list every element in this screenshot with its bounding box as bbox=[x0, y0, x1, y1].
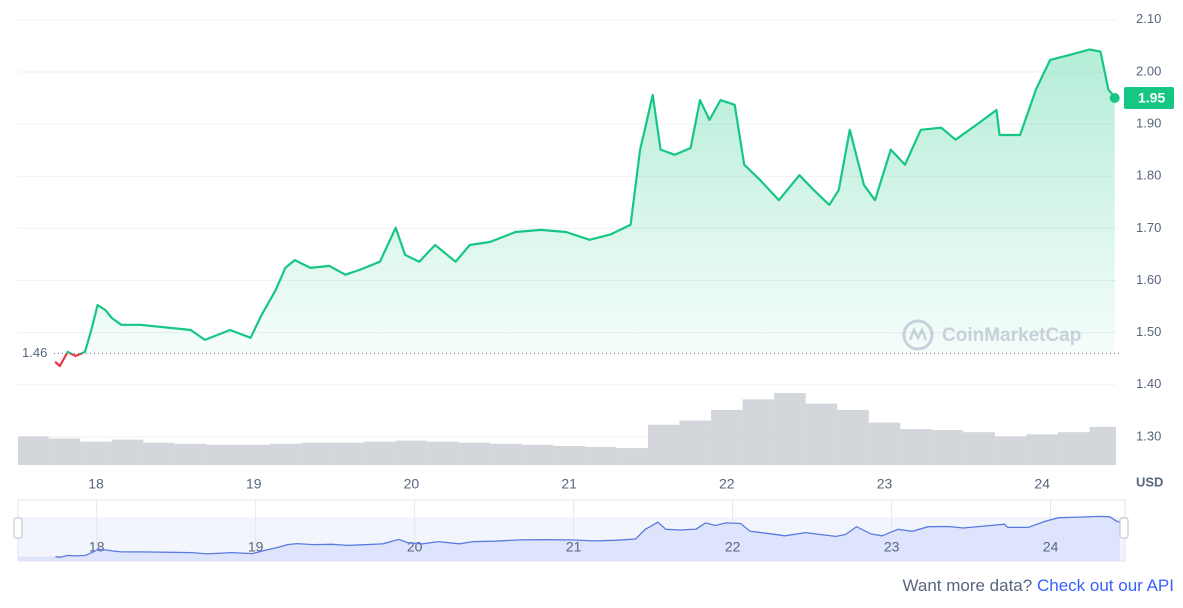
navigator-tick-label: 24 bbox=[1043, 539, 1059, 555]
last-price-label: 1.95 bbox=[1138, 90, 1165, 106]
x-tick-label: 21 bbox=[561, 476, 577, 492]
axes: 1.30 1.40 1.50 1.60 1.70 1.80 1.90 2.00 2.10 USD 1… bbox=[88, 11, 1163, 491]
volume-bar bbox=[80, 441, 112, 465]
volume-bar bbox=[711, 409, 743, 465]
y-tick-label: 2.00 bbox=[1136, 63, 1161, 78]
volume-bar bbox=[900, 429, 932, 465]
navigator-tick-label: 21 bbox=[566, 539, 582, 555]
volume-bar bbox=[553, 445, 585, 465]
x-tick-label: 22 bbox=[719, 476, 735, 492]
navigator-tick-label: 23 bbox=[884, 539, 900, 555]
volume-bar bbox=[1089, 426, 1116, 465]
volume-bar bbox=[332, 442, 365, 465]
navigator: 18 19 20 21 22 23 24 bbox=[13, 499, 1129, 562]
volume-bar bbox=[206, 444, 238, 465]
navigator-tick-label: 19 bbox=[248, 539, 264, 555]
plot: 1.46 1.95 bbox=[18, 48, 1174, 368]
volume-bar bbox=[647, 424, 680, 465]
volume-bar bbox=[490, 443, 522, 465]
y-tick-label: 1.70 bbox=[1136, 220, 1161, 235]
navigator-tick-label: 20 bbox=[407, 539, 423, 555]
y-tick-label: 1.40 bbox=[1136, 376, 1161, 391]
volume-bar bbox=[427, 441, 459, 465]
price-line bbox=[65, 48, 1116, 354]
y-tick-label: 1.90 bbox=[1136, 116, 1161, 131]
volume-bar bbox=[269, 443, 302, 465]
volume-bar bbox=[868, 422, 901, 465]
watermark-text: CoinMarketCap bbox=[942, 325, 1081, 346]
volume-bar bbox=[174, 443, 207, 465]
y-tick-label: 1.30 bbox=[1136, 428, 1161, 443]
price-area bbox=[66, 49, 1115, 354]
volume-bar bbox=[679, 420, 712, 465]
last-price-dot bbox=[1109, 93, 1120, 104]
volume-bar bbox=[805, 403, 838, 465]
y-unit: USD bbox=[1136, 474, 1163, 489]
volume-bar bbox=[48, 438, 81, 465]
volume-bar bbox=[1026, 434, 1058, 465]
watermark-icon bbox=[908, 326, 928, 341]
volume-bar bbox=[143, 442, 175, 465]
footer-text: Want more data? bbox=[902, 576, 1033, 595]
volume-bar bbox=[1057, 432, 1090, 465]
volume-bar bbox=[364, 441, 396, 465]
volume-bar bbox=[458, 442, 491, 465]
y-tick-label: 1.60 bbox=[1136, 272, 1161, 287]
x-tick-label: 20 bbox=[404, 476, 420, 492]
volume-bar bbox=[237, 444, 270, 465]
navigator-handle[interactable] bbox=[1119, 517, 1129, 539]
volume-bar bbox=[774, 393, 806, 465]
volume-bar bbox=[395, 440, 428, 465]
last-price-tag bbox=[1124, 87, 1174, 110]
volume-bar bbox=[837, 409, 869, 465]
volume-bar bbox=[521, 444, 554, 465]
watermark-icon bbox=[902, 319, 934, 351]
x-tick-label: 19 bbox=[246, 476, 262, 492]
volume-bar bbox=[584, 447, 617, 465]
volume-bar bbox=[742, 399, 775, 465]
y-tick-label: 1.80 bbox=[1136, 168, 1161, 183]
baseline-label-bg bbox=[18, 344, 52, 361]
y-tick-label: 1.50 bbox=[1136, 324, 1161, 339]
x-tick-label: 24 bbox=[1034, 476, 1050, 492]
navigator-line bbox=[55, 515, 1124, 558]
volume-bar bbox=[18, 436, 49, 465]
volume-bar bbox=[963, 432, 995, 465]
y-tick-label: 2.10 bbox=[1136, 11, 1161, 26]
volume-bar bbox=[994, 436, 1027, 465]
api-link[interactable]: Check out our API bbox=[1036, 576, 1174, 595]
navigator-handle[interactable] bbox=[13, 517, 23, 539]
navigator-tick-label: 22 bbox=[725, 539, 741, 555]
x-tick-label: 23 bbox=[877, 476, 893, 492]
navigator-tick-label: 18 bbox=[89, 539, 105, 555]
volume-bars bbox=[18, 393, 1116, 465]
volume-bar bbox=[616, 448, 648, 465]
navigator-area bbox=[18, 516, 1124, 561]
baseline-label: 1.46 bbox=[22, 345, 47, 360]
watermark: CoinMarketCap bbox=[902, 319, 1081, 351]
footer: Want more data? Check out our API bbox=[902, 576, 1174, 596]
x-tick-label: 18 bbox=[88, 476, 104, 492]
volume-bar bbox=[111, 439, 144, 465]
chart: 1.461.95 CoinMarketCap 1.301.401.501.601… bbox=[13, 11, 1174, 562]
grid bbox=[18, 19, 1116, 438]
volume-bar bbox=[301, 442, 333, 465]
volume-bar bbox=[931, 430, 964, 465]
